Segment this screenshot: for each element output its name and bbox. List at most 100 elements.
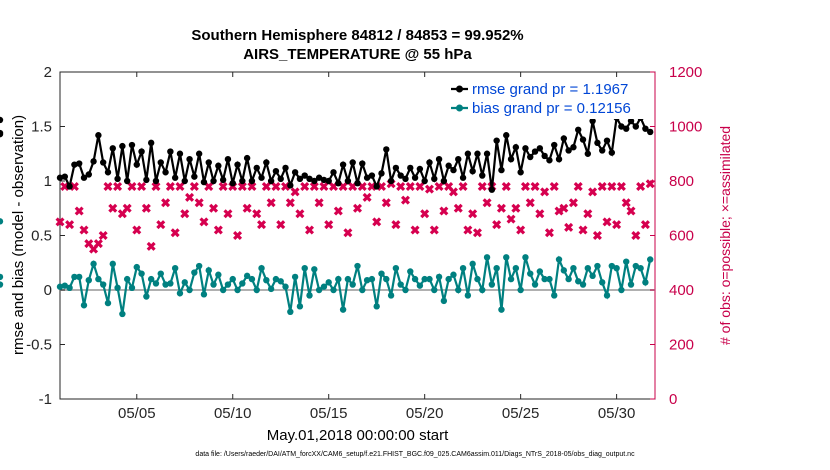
bias-point (0, 218, 4, 225)
bias-point (267, 285, 275, 293)
bias-point (90, 260, 97, 268)
bias-point (603, 292, 611, 299)
bias-point (440, 297, 448, 305)
obs-count-marker (180, 209, 190, 219)
bias-point (421, 275, 428, 283)
obs-count-marker (410, 225, 420, 235)
bias-point (373, 303, 380, 310)
obs-count-marker (132, 225, 142, 235)
obs-count-marker (237, 181, 247, 191)
obs-count-marker (400, 195, 410, 205)
data-file-footnote: data file: /Users/raeder/DAI/ATM_forcXX/… (195, 451, 635, 458)
rmse-point (75, 160, 83, 167)
rmse-point (287, 182, 294, 189)
obs-count-marker (300, 181, 310, 191)
obs-count-marker (60, 181, 70, 191)
rmse-point (349, 159, 356, 166)
bias-point (575, 278, 582, 285)
bias-point (200, 291, 208, 298)
bias-point (219, 286, 227, 294)
rmse-point (325, 177, 332, 185)
rmse-point (392, 164, 400, 172)
rmse-point (541, 152, 548, 160)
bias-point (99, 281, 107, 288)
rmse-point (339, 161, 347, 168)
obs-count-marker (290, 187, 300, 197)
bias-point (479, 286, 486, 294)
bias-point (80, 302, 88, 309)
bias-point (133, 263, 140, 271)
obs-count-marker (367, 181, 377, 191)
obs-count-marker (122, 203, 132, 213)
y2-tick-label: 0 (669, 391, 677, 408)
rmse-point (291, 169, 299, 176)
bias-point (123, 275, 131, 283)
chart-subtitle: AIRS_TEMPERATURE @ 55 hPa (243, 46, 472, 63)
bias-point (426, 275, 433, 283)
rmse-point (627, 117, 635, 125)
rmse-point (594, 139, 601, 147)
obs-count-marker (295, 209, 305, 219)
bias-point (642, 279, 649, 286)
obs-count-marker (429, 225, 439, 235)
bias-point (301, 265, 308, 272)
rmse-point (469, 167, 476, 175)
bias-point (459, 265, 467, 272)
x-tick-label: 05/05 (118, 405, 156, 422)
obs-count-marker (458, 181, 468, 191)
obs-count-marker (636, 181, 646, 191)
obs-count-marker (578, 225, 588, 235)
bias-point (435, 273, 443, 281)
bias-point (359, 286, 366, 294)
obs-count-marker (137, 181, 147, 191)
rmse-point (157, 159, 164, 166)
y2-tick-label: 1000 (669, 119, 702, 136)
y2-tick-label: 200 (669, 337, 694, 354)
rmse-point (479, 172, 486, 179)
bias-point (647, 256, 654, 263)
obs-count-marker (597, 181, 607, 191)
rmse-point (546, 157, 553, 164)
rmse-point (311, 177, 318, 185)
bias-point (546, 275, 553, 283)
obs-count-marker (520, 181, 530, 191)
bias-point (71, 273, 78, 281)
rmse-point (61, 173, 68, 180)
obs-count-marker (405, 181, 415, 191)
obs-count-marker (165, 181, 175, 191)
rmse-point (498, 166, 505, 174)
obs-count-marker (472, 228, 482, 238)
legend-bias-label: bias grand pr = 0.12156 (472, 100, 631, 117)
bias-point (483, 254, 491, 261)
obs-count-marker (424, 184, 434, 194)
x-axis-label: May.01,2018 00:00:00 start (266, 427, 449, 444)
obs-count-marker (453, 203, 463, 213)
obs-count-marker (501, 181, 511, 191)
rmse-point (335, 179, 342, 187)
bias-point (181, 279, 188, 286)
obs-count-marker (285, 198, 295, 208)
bias-point (0, 281, 4, 288)
obs-count-marker (108, 203, 118, 213)
rmse-point (450, 166, 457, 174)
obs-count-marker (276, 220, 286, 230)
bias-point (311, 266, 318, 273)
rmse-point (138, 148, 145, 155)
obs-count-marker (233, 231, 243, 240)
bias-point (565, 275, 572, 283)
rmse-point (383, 146, 390, 153)
bias-point (315, 286, 323, 294)
rmse-point (642, 125, 649, 132)
x-tick-label: 05/25 (502, 405, 540, 422)
y2-tick-label: 600 (669, 228, 694, 245)
rmse-point (354, 179, 361, 187)
bias-point (431, 286, 438, 294)
obs-count-marker (583, 209, 593, 219)
obs-count-marker (343, 228, 353, 238)
bias-point (215, 271, 222, 278)
obs-count-marker (482, 198, 492, 208)
rmse-point (95, 132, 102, 139)
obs-count-marker (468, 209, 478, 219)
obs-count-marker (252, 209, 262, 219)
rmse-point (527, 153, 534, 161)
